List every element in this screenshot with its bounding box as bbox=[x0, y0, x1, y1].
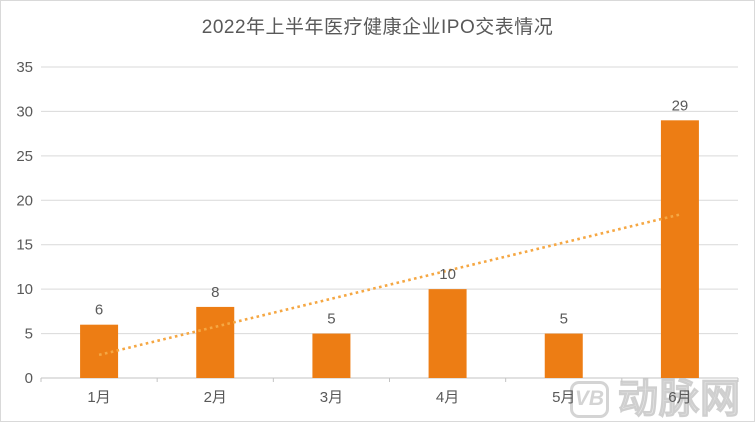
x-axis-label: 4月 bbox=[436, 389, 459, 406]
bar-6月 bbox=[660, 120, 699, 379]
data-label: 8 bbox=[211, 284, 219, 301]
x-axis-label: 6月 bbox=[668, 389, 691, 406]
watermark: VB 动脉网 bbox=[570, 377, 741, 421]
y-axis-label: 30 bbox=[16, 103, 33, 120]
data-label: 6 bbox=[95, 302, 103, 319]
bar-2月 bbox=[196, 306, 235, 378]
y-axis-label: 10 bbox=[16, 281, 33, 298]
bar-4月 bbox=[428, 289, 467, 378]
data-label: 5 bbox=[560, 311, 568, 328]
y-axis-label: 25 bbox=[16, 148, 33, 165]
x-axis-label: 3月 bbox=[320, 389, 343, 406]
bar-3月 bbox=[312, 333, 351, 378]
x-axis-label: 2月 bbox=[204, 389, 227, 406]
chart-title: 2022年上半年医疗健康企业IPO交表情况 bbox=[201, 17, 554, 38]
y-axis-label: 15 bbox=[16, 237, 33, 254]
vb-logo-icon: VB bbox=[570, 380, 609, 418]
data-label: 10 bbox=[439, 266, 456, 283]
data-label: 29 bbox=[672, 97, 689, 114]
y-axis-label: 5 bbox=[25, 326, 33, 343]
watermark-brand-text: 动脉网 bbox=[617, 377, 741, 421]
data-label: 5 bbox=[327, 311, 335, 328]
y-axis-label: 20 bbox=[16, 192, 33, 209]
bar-5月 bbox=[544, 333, 583, 378]
x-axis-label: 1月 bbox=[87, 389, 110, 406]
y-axis-label: 35 bbox=[16, 59, 33, 76]
y-axis-label: 0 bbox=[25, 370, 33, 387]
x-axis-label: 5月 bbox=[552, 389, 575, 406]
